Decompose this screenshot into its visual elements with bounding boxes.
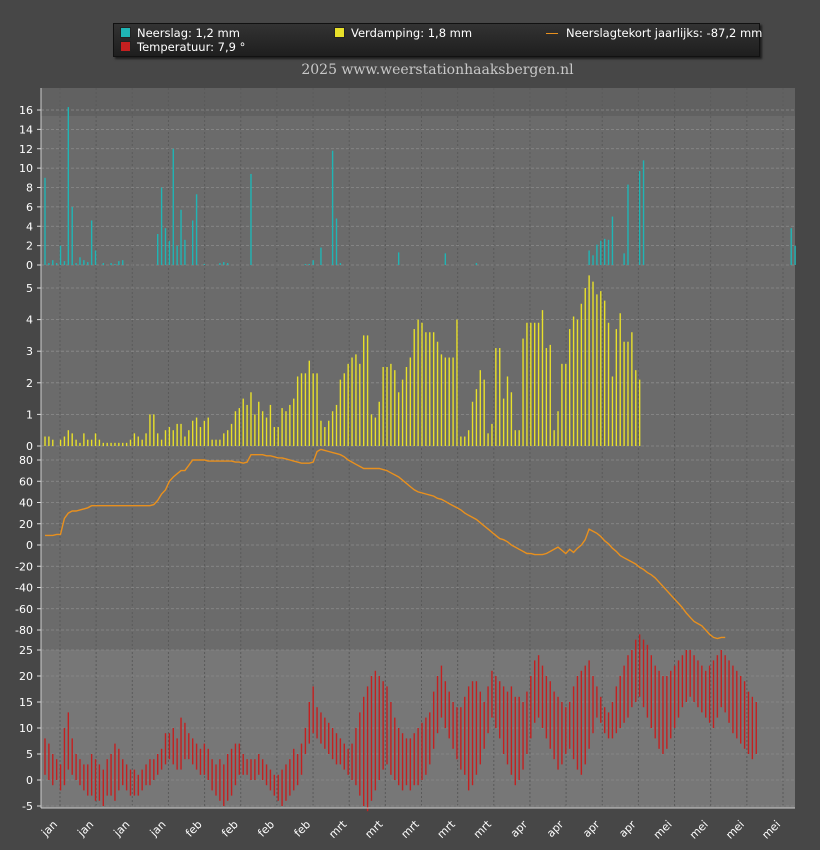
x-tick-label: feb [255,818,277,840]
y-tick-label: -80 [15,624,33,637]
legend-verdamping-label: Verdamping: 1,8 mm [351,26,473,40]
x-tick-label: apr [616,818,638,840]
y-tick-label: 80 [19,454,33,467]
y-tick-label: 0 [26,539,33,552]
y-tick-label: 16 [19,104,33,117]
y-tick-label: 5 [26,282,33,295]
legend-item-neerslag: Neerslag: 1,2 mm [120,26,240,40]
y-tick-label: -60 [15,603,33,616]
y-tick-label: 15 [19,696,33,709]
y-tick-label: 14 [19,123,33,136]
x-tick-label: jan [111,818,133,840]
y-tick-label: -5 [22,800,33,813]
legend-item-tekort: Neerslagtekort jaarlijks: -87,2 mm [546,26,762,40]
x-tick-label: mrt [326,817,350,841]
temperatuur-swatch-icon [120,41,131,52]
x-tick-label: mei [651,818,675,842]
x-tick-label: mrt [471,817,495,841]
y-tick-label: 40 [19,497,33,510]
x-tick-label: mrt [399,817,423,841]
tekort-line [45,448,726,640]
legend-item-temperatuur: Temperatuur: 7,9 ° [120,40,245,54]
x-tick-label: feb [183,818,205,840]
tekort-line-icon [546,33,558,34]
y-tick-label: 2 [26,240,33,253]
x-tick-label: apr [508,818,530,840]
x-tick-label: mei [723,818,747,842]
plot-top-band [41,88,795,116]
legend-item-verdamping: Verdamping: 1,8 mm [334,26,472,40]
y-tick-label: 10 [19,722,33,735]
y-tick-label: 0 [26,774,33,787]
x-tick-label: jan [147,818,169,840]
y-tick-label: 4 [26,220,33,233]
x-tick-label: mei [687,818,711,842]
y-tick-label: 0 [26,259,33,272]
y-tick-label: 3 [26,345,33,358]
y-tick-label: 12 [19,143,33,156]
y-tick-label: 20 [19,518,33,531]
y-tick-label: 20 [19,670,33,683]
legend-neerslag-label: Neerslag: 1,2 mm [137,26,240,40]
y-tick-label: 1 [26,408,33,421]
y-tick-label: 4 [26,314,33,327]
x-tick-label: apr [580,818,602,840]
y-tick-label: -40 [15,582,33,595]
chart-title: 2025 www.weerstationhaaksbergen.nl [301,62,574,78]
y-tick-label: 0 [26,440,33,453]
x-tick-label: apr [544,818,566,840]
verdamping-swatch-icon [334,27,345,38]
y-tick-label: 2 [26,377,33,390]
y-tick-label: 8 [26,182,33,195]
y-tick-label: 6 [26,201,33,214]
x-tick-label: feb [292,818,314,840]
y-tick-label: 10 [19,162,33,175]
y-tick-label: 25 [19,644,33,657]
legend-tekort-label: Neerslagtekort jaarlijks: -87,2 mm [566,26,763,40]
y-tick-label: 5 [26,748,33,761]
neerslag-swatch-icon [120,27,131,38]
legend-temperatuur-label: Temperatuur: 7,9 ° [137,40,246,54]
x-tick-label: jan [38,818,60,840]
y-tick-label: 60 [19,475,33,488]
x-tick-label: mrt [435,817,459,841]
x-tick-label: mrt [362,817,386,841]
x-tick-label: feb [219,818,241,840]
y-tick-label: -20 [15,560,33,573]
x-tick-label: jan [75,818,97,840]
x-tick-label: mei [759,818,783,842]
chart-legend: Neerslag: 1,2 mm Verdamping: 1,8 mm Neer… [113,23,762,57]
